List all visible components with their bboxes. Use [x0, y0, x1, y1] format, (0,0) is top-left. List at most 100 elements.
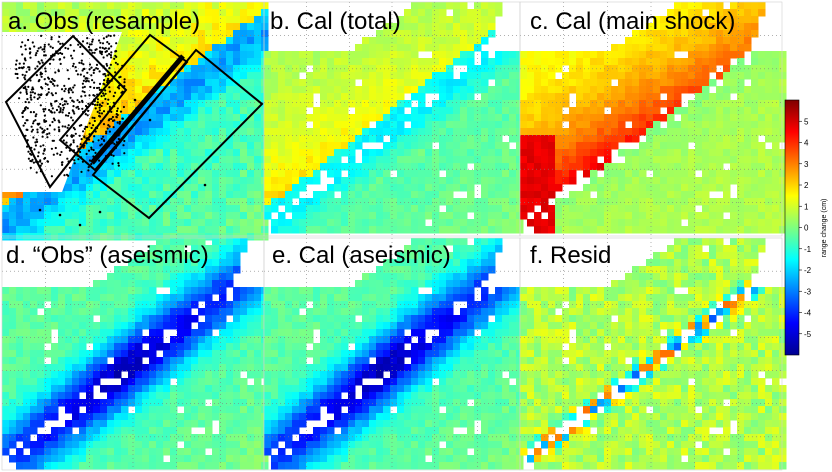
map-cell: [292, 219, 300, 227]
map-cell: [79, 205, 87, 213]
map-cell: [474, 72, 482, 80]
map-cell: [576, 198, 584, 206]
map-cell: [44, 434, 52, 442]
map-cell: [226, 212, 234, 220]
map-cell: [313, 142, 321, 150]
aftershock-point: [72, 105, 75, 108]
map-cell: [44, 364, 52, 372]
map-cell: [177, 79, 185, 87]
map-cell: [660, 86, 668, 94]
map-cell: [632, 177, 640, 185]
map-cell: [674, 135, 682, 143]
map-cell: [23, 357, 31, 365]
map-cell: [502, 191, 510, 199]
map-cell: [16, 233, 24, 241]
map-cell: [149, 462, 157, 470]
map-cell: [737, 219, 745, 227]
map-cell: [681, 121, 689, 129]
map-cell: [660, 51, 668, 59]
map-cell: [639, 219, 647, 227]
map-cell: [744, 100, 752, 108]
aftershock-point: [91, 38, 94, 41]
map-cell: [474, 16, 482, 24]
map-cell: [446, 226, 454, 234]
map-cell: [695, 212, 703, 220]
map-cell: [254, 170, 262, 178]
map-cell: [135, 86, 143, 94]
map-cell: [2, 392, 10, 400]
map-cell: [44, 315, 52, 323]
map-cell: [520, 156, 528, 164]
map-cell: [233, 23, 241, 31]
map-cell: [93, 364, 101, 372]
map-cell: [121, 114, 129, 122]
map-cell: [205, 177, 213, 185]
map-cell: [709, 219, 717, 227]
map-cell: [23, 420, 31, 428]
map-cell: [481, 93, 489, 101]
map-cell: [611, 121, 619, 129]
map-cell: [191, 455, 199, 463]
map-cell: [590, 156, 598, 164]
map-cell: [751, 226, 759, 234]
map-cell: [625, 170, 633, 178]
map-cell: [156, 322, 164, 330]
map-cell: [58, 233, 66, 241]
map-cell: [44, 294, 52, 302]
map-cell: [383, 219, 391, 227]
map-cell: [723, 100, 731, 108]
aftershock-point: [72, 86, 75, 89]
map-cell: [79, 378, 87, 386]
map-cell: [191, 114, 199, 122]
map-cell: [509, 177, 517, 185]
map-cell: [247, 128, 255, 136]
map-cell: [411, 212, 419, 220]
map-cell: [135, 100, 143, 108]
map-cell: [653, 219, 661, 227]
map-cell: [432, 65, 440, 73]
map-cell: [583, 79, 591, 87]
map-cell: [23, 385, 31, 393]
map-cell: [79, 294, 87, 302]
map-cell: [233, 266, 241, 274]
aftershock-point: [44, 70, 47, 73]
map-cell: [432, 170, 440, 178]
map-cell: [639, 212, 647, 220]
aftershock-point: [59, 153, 62, 156]
map-cell: [481, 121, 489, 129]
map-cell: [219, 420, 227, 428]
map-cell: [170, 308, 178, 316]
map-cell: [226, 371, 234, 379]
map-cell: [660, 44, 668, 52]
map-cell: [198, 149, 206, 157]
map-cell: [226, 441, 234, 449]
map-cell: [254, 58, 262, 66]
map-cell: [212, 198, 220, 206]
map-cell: [730, 156, 738, 164]
aftershock-point: [37, 93, 40, 96]
map-cell: [58, 23, 66, 31]
map-cell: [121, 315, 129, 323]
map-cell: [51, 392, 59, 400]
map-cell: [65, 23, 73, 31]
map-cell: [534, 58, 542, 66]
map-cell: [170, 273, 178, 281]
map-cell: [128, 219, 136, 227]
map-cell: [418, 226, 426, 234]
map-cell: [723, 30, 731, 38]
aftershock-point: [39, 71, 42, 74]
map-cell: [121, 301, 129, 309]
map-cell: [334, 226, 342, 234]
map-cell: [425, 44, 433, 52]
map-cell: [653, 212, 661, 220]
map-cell: [390, 198, 398, 206]
fault-boxes: [4, 33, 264, 220]
map-cell: [128, 205, 136, 213]
map-cell: [184, 142, 192, 150]
map-cell: [191, 100, 199, 108]
aftershock-point: [83, 135, 86, 138]
map-cell: [639, 205, 647, 213]
map-cell: [226, 336, 234, 344]
map-cell: [149, 420, 157, 428]
map-cell: [226, 93, 234, 101]
